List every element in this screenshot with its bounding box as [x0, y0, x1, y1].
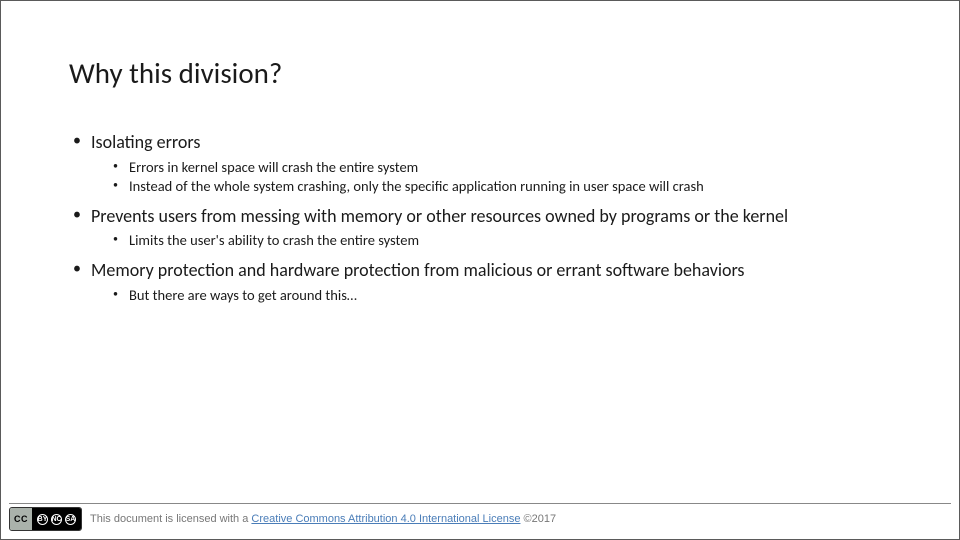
sub-bullet-list: Limits the user's ability to crash the e…	[91, 231, 919, 249]
cc-by-icon: BY	[37, 514, 48, 525]
sub-bullet-list: But there are ways to get around this…	[91, 286, 919, 304]
footer-text: This document is licensed with a Creativ…	[90, 513, 556, 525]
cc-icons: BY NC SA	[32, 508, 81, 530]
footer-suffix: ©2017	[520, 513, 556, 525]
footer-prefix: This document is licensed with a	[90, 513, 251, 525]
sub-bullet-list: Errors in kernel space will crash the en…	[91, 158, 919, 195]
cc-license-badge: CC BY NC SA	[9, 507, 82, 531]
slide-footer: CC BY NC SA This document is licensed wi…	[9, 503, 951, 531]
sub-bullet-item: Limits the user's ability to crash the e…	[111, 231, 919, 249]
bullet-list: Isolating errors Errors in kernel space …	[69, 131, 919, 304]
bullet-item: Prevents users from messing with memory …	[69, 205, 919, 250]
cc-nc-icon: NC	[51, 514, 62, 525]
sub-bullet-item: But there are ways to get around this…	[111, 286, 919, 304]
bullet-text: Isolating errors	[91, 131, 200, 153]
bullet-text: Memory protection and hardware protectio…	[91, 259, 744, 281]
bullet-item: Isolating errors Errors in kernel space …	[69, 131, 919, 195]
sub-bullet-item: Errors in kernel space will crash the en…	[111, 158, 919, 176]
slide: Why this division? Isolating errors Erro…	[0, 0, 960, 540]
sub-bullet-item: Instead of the whole system crashing, on…	[111, 177, 919, 195]
cc-label: CC	[10, 508, 32, 530]
slide-content: Isolating errors Errors in kernel space …	[69, 131, 919, 314]
license-link[interactable]: Creative Commons Attribution 4.0 Interna…	[251, 513, 520, 525]
slide-title: Why this division?	[69, 55, 282, 91]
bullet-text: Prevents users from messing with memory …	[91, 205, 788, 227]
cc-sa-icon: SA	[65, 514, 76, 525]
bullet-item: Memory protection and hardware protectio…	[69, 259, 919, 304]
